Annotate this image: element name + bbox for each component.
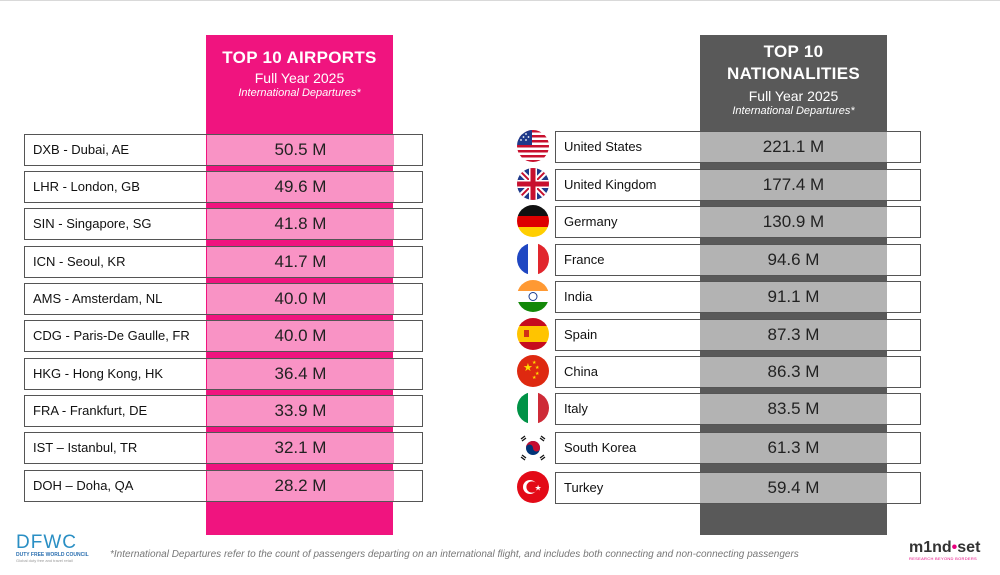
dfwc-tagline: Global duty free and travel retail	[16, 558, 73, 563]
nationality-label: United Kingdom	[564, 177, 657, 192]
svg-text:★: ★	[532, 360, 537, 366]
flag-cn-icon: ★ ★ ★ ★ ★	[516, 354, 550, 388]
mindset-tagline: RESEARCH BEYOND BORDERS	[909, 556, 978, 561]
nationality-row: Italy 83.5 M	[555, 393, 921, 425]
flag-de-icon	[516, 204, 550, 238]
nationality-row: Spain 87.3 M	[555, 319, 921, 351]
airport-value: 36.4 M	[207, 359, 394, 389]
mindset-logo: m1nd•set RESEARCH BEYOND BORDERS	[909, 540, 989, 564]
svg-text:★: ★	[535, 371, 540, 377]
airport-row: ICN - Seoul, KR 41.7 M	[24, 246, 423, 278]
airport-label: HKG - Hong Kong, HK	[33, 366, 164, 381]
nationality-label: Turkey	[564, 480, 604, 495]
nationality-value: 61.3 M	[700, 433, 887, 463]
airports-title: TOP 10 AIRPORTS	[222, 48, 377, 67]
nationality-row: Germany 130.9 M	[555, 206, 921, 238]
nationality-value: 59.4 M	[700, 473, 887, 503]
airport-value: 28.2 M	[207, 471, 394, 501]
airport-label: ICN - Seoul, KR	[33, 254, 126, 269]
airport-row: CDG - Paris-De Gaulle, FR 40.0 M	[24, 320, 423, 352]
airport-row: DOH – Doha, QA 28.2 M	[24, 470, 423, 502]
mindset-x: •	[951, 539, 958, 556]
airport-value: 33.9 M	[207, 396, 394, 426]
svg-text:★: ★	[532, 375, 537, 381]
nationality-row: China 86.3 M	[555, 356, 921, 388]
airport-row: FRA - Frankfurt, DE 33.9 M	[24, 395, 423, 427]
flag-fr-icon	[516, 242, 550, 276]
dfwc-mark: DFWC	[16, 532, 77, 553]
nationalities-metric: International Departures*	[732, 105, 855, 117]
mindset-suffix: set	[957, 539, 981, 556]
airport-label: LHR - London, GB	[33, 179, 140, 194]
nationality-value: 130.9 M	[700, 207, 887, 237]
flag-us-icon	[516, 129, 550, 163]
airport-value: 41.7 M	[207, 247, 394, 277]
nationality-row: South Korea 61.3 M	[555, 432, 921, 464]
nationality-label: Spain	[564, 327, 598, 342]
airport-row: HKG - Hong Kong, HK 36.4 M	[24, 358, 423, 390]
flag-es-icon	[516, 317, 550, 351]
flag-kr-icon	[516, 431, 550, 465]
nationality-row: France 94.6 M	[555, 244, 921, 276]
nationality-label: United States	[564, 139, 643, 154]
top-divider	[0, 0, 1000, 1]
nationality-row: United Kingdom 177.4 M	[555, 169, 921, 201]
nationality-label: China	[564, 364, 598, 379]
airports-period: Full Year 2025	[254, 70, 345, 86]
nationality-label: France	[564, 252, 605, 267]
dfwc-name: DUTY FREE WORLD COUNCIL	[16, 552, 89, 558]
airport-label: AMS - Amsterdam, NL	[33, 291, 163, 306]
nationality-row: United States 221.1 M	[555, 131, 921, 163]
airport-value: 32.1 M	[207, 433, 394, 463]
nationality-value: 91.1 M	[700, 282, 887, 312]
airport-row: IST – Istanbul, TR 32.1 M	[24, 432, 423, 464]
svg-text:★: ★	[523, 361, 533, 374]
airport-value: 40.0 M	[207, 321, 394, 351]
airport-label: CDG - Paris-De Gaulle, FR	[33, 328, 190, 343]
nationalities-title-line2: NATIONALITIES	[727, 64, 860, 83]
svg-text:★: ★	[535, 365, 540, 371]
svg-text:★: ★	[535, 484, 542, 493]
airport-label: SIN - Singapore, SG	[33, 216, 152, 231]
airport-row: AMS - Amsterdam, NL 40.0 M	[24, 283, 423, 315]
nationality-label: Italy	[564, 401, 588, 416]
footnote: *International Departures refer to the c…	[110, 549, 799, 560]
nationality-value: 94.6 M	[700, 245, 887, 275]
airports-metric: International Departures*	[238, 87, 361, 99]
flag-in-icon	[516, 279, 550, 313]
airport-value: 40.0 M	[207, 284, 394, 314]
airport-value: 50.5 M	[207, 135, 394, 165]
nationality-value: 221.1 M	[700, 132, 887, 162]
nationality-label: Germany	[564, 214, 618, 229]
dfwc-logo: DFWC DUTY FREE WORLD COUNCIL Global duty…	[16, 533, 91, 567]
flag-tr-icon: ★	[516, 470, 550, 504]
nationality-row: India 91.1 M	[555, 281, 921, 313]
airport-row: DXB - Dubai, AE 50.5 M	[24, 134, 423, 166]
nationality-value: 83.5 M	[700, 394, 887, 424]
airport-label: DOH – Doha, QA	[33, 478, 134, 493]
airport-row: LHR - London, GB 49.6 M	[24, 171, 423, 203]
nationalities-period: Full Year 2025	[748, 88, 839, 104]
airport-label: DXB - Dubai, AE	[33, 142, 130, 157]
flag-gb-icon	[516, 167, 550, 201]
nationalities-title-line1: TOP 10	[763, 42, 824, 61]
airport-value: 41.8 M	[207, 209, 394, 239]
nationality-value: 177.4 M	[700, 170, 887, 200]
airport-label: FRA - Frankfurt, DE	[33, 403, 148, 418]
airport-row: SIN - Singapore, SG 41.8 M	[24, 208, 423, 240]
nationality-value: 86.3 M	[700, 357, 887, 387]
nationality-value: 87.3 M	[700, 320, 887, 350]
airport-value: 49.6 M	[207, 172, 394, 202]
nationality-label: India	[564, 289, 593, 304]
mindset-prefix: m1nd	[909, 539, 952, 556]
airport-label: IST – Istanbul, TR	[33, 440, 138, 455]
nationality-label: South Korea	[564, 440, 637, 455]
nationalities-header: TOP 10 NATIONALITIES Full Year 2025 Inte…	[700, 41, 887, 117]
nationality-row: Turkey 59.4 M	[555, 472, 921, 504]
flag-it-icon	[516, 391, 550, 425]
airports-header: TOP 10 AIRPORTS Full Year 2025 Internati…	[206, 48, 393, 99]
